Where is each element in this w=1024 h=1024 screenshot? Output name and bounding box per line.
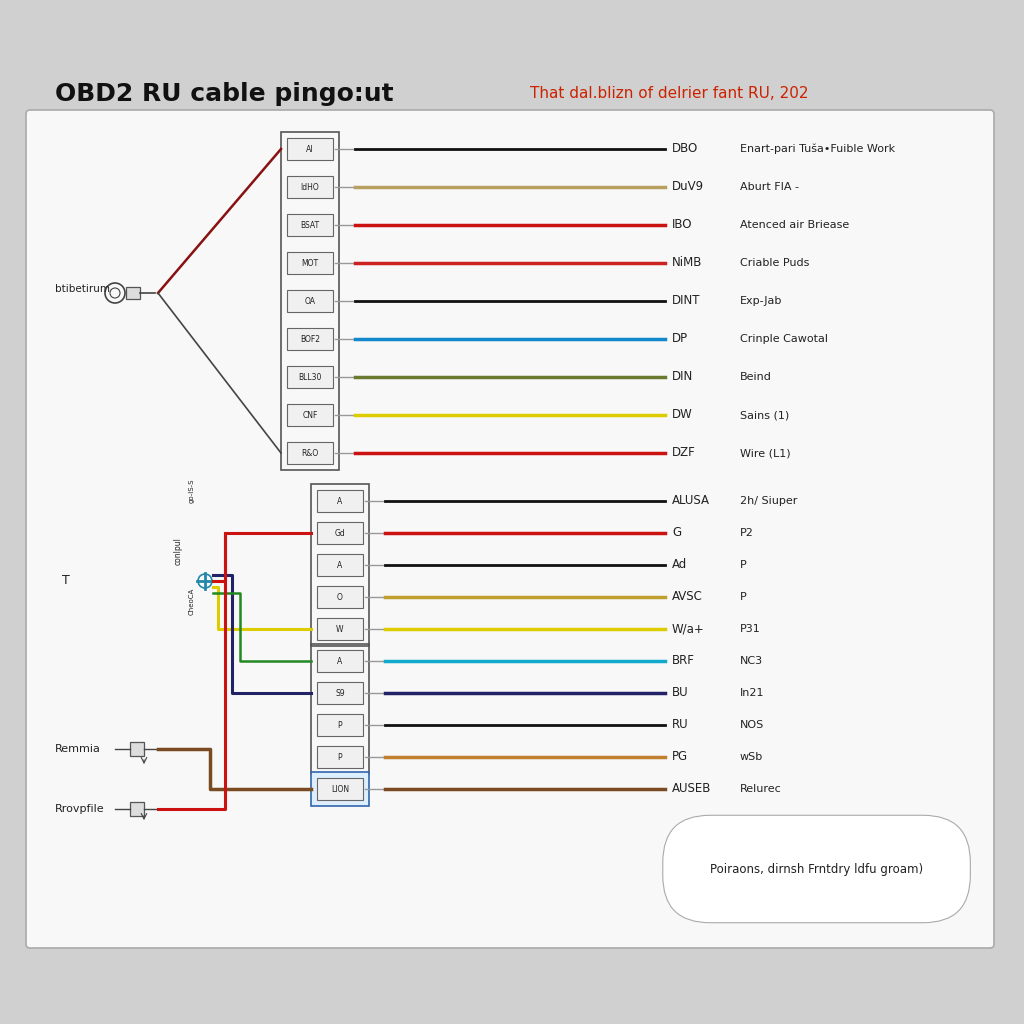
Text: A: A — [337, 560, 343, 569]
Text: 2h/ Siuper: 2h/ Siuper — [740, 496, 798, 506]
Bar — [317, 778, 362, 800]
Text: S9: S9 — [335, 688, 345, 697]
Text: MOT: MOT — [301, 258, 318, 267]
Text: Rrovpfile: Rrovpfile — [55, 804, 104, 814]
Text: Gd: Gd — [335, 528, 345, 538]
Text: Aburt FIA -: Aburt FIA - — [740, 182, 799, 193]
Bar — [287, 214, 333, 236]
Text: Remmia: Remmia — [55, 744, 101, 754]
Text: Beind: Beind — [740, 372, 772, 382]
Text: In21: In21 — [740, 688, 765, 698]
Bar — [287, 252, 333, 274]
Text: Criable Puds: Criable Puds — [740, 258, 809, 268]
Text: AUSEB: AUSEB — [672, 782, 712, 796]
Bar — [317, 522, 362, 544]
Text: IBO: IBO — [672, 218, 692, 231]
Text: Ad: Ad — [672, 558, 687, 571]
Text: DP: DP — [672, 333, 688, 345]
Text: Poiraons, dirnsh Frntdry ldfu groam): Poiraons, dirnsh Frntdry ldfu groam) — [710, 862, 923, 876]
Text: BSAT: BSAT — [300, 220, 319, 229]
Text: DW: DW — [672, 409, 693, 422]
Text: LION: LION — [331, 784, 349, 794]
Bar — [317, 490, 362, 512]
Bar — [317, 714, 362, 736]
Text: DZF: DZF — [672, 446, 695, 460]
Bar — [126, 287, 140, 299]
Text: CNF: CNF — [302, 411, 317, 420]
Bar — [287, 442, 333, 464]
Text: Relurec: Relurec — [740, 784, 781, 794]
Bar — [311, 484, 369, 646]
Bar — [311, 644, 369, 774]
Bar — [287, 328, 333, 350]
Text: P2: P2 — [740, 528, 754, 538]
Text: Sains (1): Sains (1) — [740, 410, 790, 420]
FancyBboxPatch shape — [26, 110, 994, 948]
Text: BOF2: BOF2 — [300, 335, 319, 343]
Text: P31: P31 — [740, 624, 761, 634]
Text: DuV9: DuV9 — [672, 180, 705, 194]
Text: Atenced air Briease: Atenced air Briease — [740, 220, 849, 230]
Text: Exp-Jab: Exp-Jab — [740, 296, 782, 306]
Text: P: P — [740, 560, 746, 570]
Text: Enart-pari Tuša•Fuible Work: Enart-pari Tuša•Fuible Work — [740, 143, 895, 155]
Text: P: P — [338, 753, 342, 762]
Bar — [130, 742, 144, 756]
Text: AI: AI — [306, 144, 313, 154]
Text: IdHO: IdHO — [301, 182, 319, 191]
Text: A: A — [337, 497, 343, 506]
Text: G: G — [672, 526, 681, 540]
Text: conlpul: conlpul — [173, 537, 182, 565]
Bar — [287, 366, 333, 388]
Bar — [317, 682, 362, 705]
Text: DIN: DIN — [672, 371, 693, 384]
Text: PG: PG — [672, 751, 688, 764]
Text: O: O — [337, 593, 343, 601]
Text: That dal.blizn of delrier fant RU, 202: That dal.blizn of delrier fant RU, 202 — [530, 86, 809, 101]
Text: W: W — [336, 625, 344, 634]
Text: OBD2 RU cable pingo:ut: OBD2 RU cable pingo:ut — [55, 82, 393, 106]
Bar — [311, 772, 369, 806]
Bar — [130, 802, 144, 816]
Text: P: P — [740, 592, 746, 602]
Bar — [317, 746, 362, 768]
Text: BU: BU — [672, 686, 688, 699]
Text: A: A — [337, 656, 343, 666]
Bar — [317, 586, 362, 608]
Text: ALUSA: ALUSA — [672, 495, 710, 508]
Text: Wire (L1): Wire (L1) — [740, 449, 791, 458]
Text: T: T — [62, 574, 70, 588]
Bar — [317, 650, 362, 672]
Text: go-IS-S: go-IS-S — [189, 479, 195, 503]
Text: Crinple Cawotal: Crinple Cawotal — [740, 334, 828, 344]
Text: DINT: DINT — [672, 295, 700, 307]
Text: R&O: R&O — [301, 449, 318, 458]
Text: W/a+: W/a+ — [672, 623, 705, 636]
Bar — [287, 290, 333, 312]
Text: RU: RU — [672, 719, 688, 731]
Text: CheoCA: CheoCA — [189, 588, 195, 614]
Text: NiMB: NiMB — [672, 256, 702, 269]
Text: AVSC: AVSC — [672, 591, 702, 603]
Bar — [287, 176, 333, 198]
Text: BLL30: BLL30 — [298, 373, 322, 382]
Bar — [287, 404, 333, 426]
Bar — [287, 138, 333, 160]
Text: NOS: NOS — [740, 720, 764, 730]
Text: btibetirum: btibetirum — [55, 284, 110, 294]
Text: BRF: BRF — [672, 654, 695, 668]
Text: P: P — [338, 721, 342, 729]
Bar — [317, 554, 362, 575]
Bar — [281, 132, 339, 470]
Text: DBO: DBO — [672, 142, 698, 156]
Text: OA: OA — [304, 297, 315, 305]
Text: wSb: wSb — [740, 752, 763, 762]
Text: NC3: NC3 — [740, 656, 763, 666]
Bar — [317, 618, 362, 640]
